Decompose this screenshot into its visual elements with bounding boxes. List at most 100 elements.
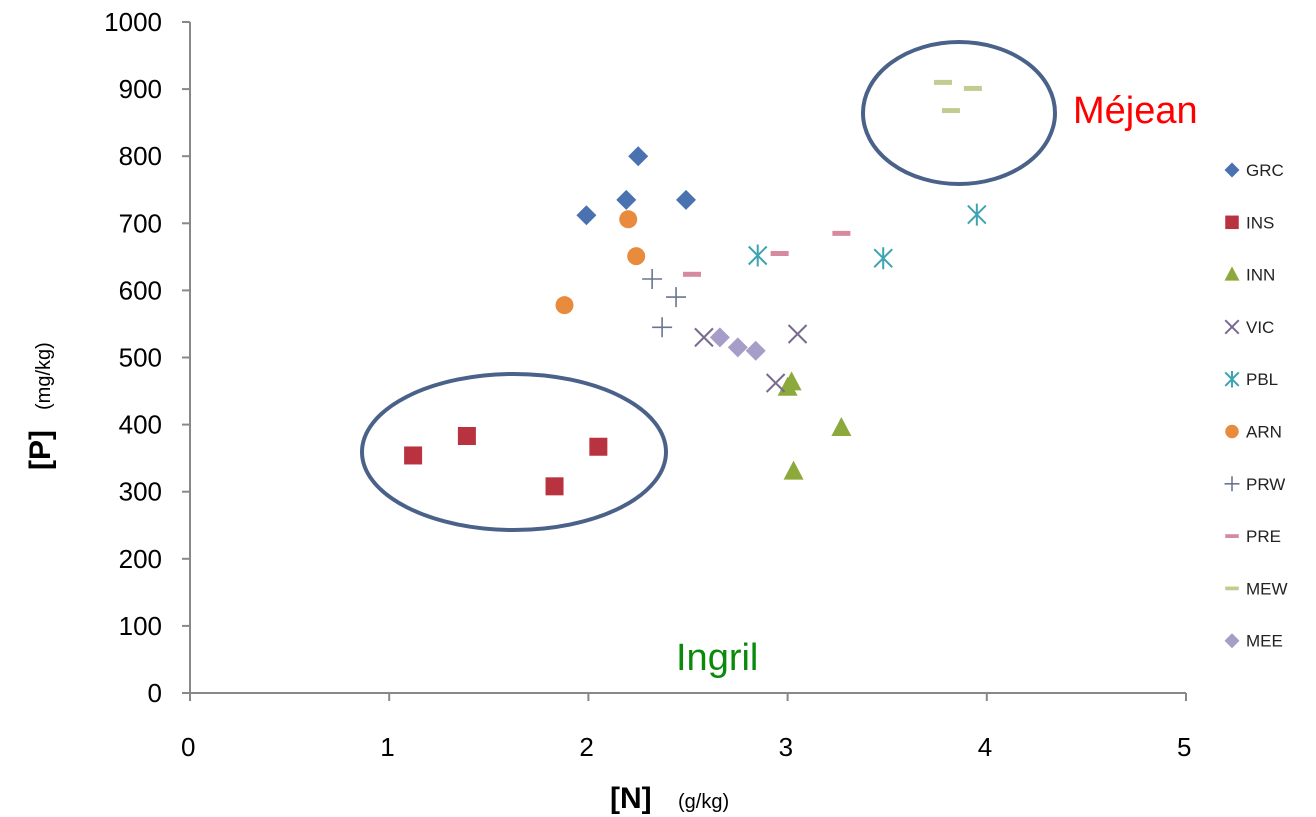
data-point-ins xyxy=(457,427,476,446)
legend-marker-arn xyxy=(1225,424,1239,439)
ingril-annotation: Ingril xyxy=(676,637,758,679)
y-tick-label: 600 xyxy=(119,275,162,305)
legend-label: MEW xyxy=(1246,579,1288,598)
data-point-ins xyxy=(545,477,564,496)
data-point-mee xyxy=(709,327,730,348)
series-prw xyxy=(642,268,687,338)
y-tick-label: 400 xyxy=(119,410,162,440)
legend-item-ins: INS xyxy=(1225,213,1274,232)
data-point-prw xyxy=(666,287,687,308)
legend-label: MEE xyxy=(1246,632,1283,651)
series-mee xyxy=(709,327,766,361)
data-point-pbl xyxy=(967,203,987,226)
legend-label: INS xyxy=(1246,213,1274,232)
legend-item-mee: MEE xyxy=(1224,632,1283,651)
legend-marker-grc xyxy=(1224,162,1240,178)
data-point-vic xyxy=(694,327,714,348)
legend-item-pre: PRE xyxy=(1225,527,1281,546)
data-point-mew xyxy=(941,108,960,114)
legend-label: PRE xyxy=(1246,527,1281,546)
data-point-pre xyxy=(770,250,789,256)
series-ins xyxy=(404,427,608,496)
y-axis-label-main: [P] xyxy=(24,430,57,470)
data-point-vic xyxy=(765,373,786,393)
legend-label: ARN xyxy=(1246,423,1282,442)
legend-marker-pbl xyxy=(1224,370,1240,388)
legend: GRC INS INN VIC PBL ARN PRW PRE MEW MEE xyxy=(1224,161,1288,651)
data-point-prw xyxy=(652,317,673,338)
series-mew xyxy=(933,79,982,114)
y-tick-label: 300 xyxy=(119,477,162,507)
x-tick-label: 0 xyxy=(181,732,195,762)
data-point-pbl xyxy=(873,247,893,270)
data-point-prw xyxy=(642,268,663,289)
x-axis-label-main: [N] xyxy=(610,782,652,815)
mejean-ellipse xyxy=(861,40,1057,186)
y-tick-label: 200 xyxy=(119,544,162,574)
legend-marker-pre xyxy=(1225,534,1239,538)
x-tick-labels: 0 1 2 3 4 5 xyxy=(181,732,1191,762)
ingril-ellipse xyxy=(360,372,668,532)
data-point-ins xyxy=(404,446,423,465)
legend-item-prw: PRW xyxy=(1224,475,1285,494)
highlight-ellipses xyxy=(360,40,1057,532)
data-point-arn xyxy=(627,247,646,266)
data-marks xyxy=(404,79,987,496)
mejean-annotation: Méjean xyxy=(1073,90,1198,132)
x-tick-label: 5 xyxy=(1177,732,1191,762)
y-tick-label: 1000 xyxy=(104,7,162,37)
data-point-grc xyxy=(676,189,697,210)
y-tick-label: 900 xyxy=(119,74,162,104)
series-grc xyxy=(576,146,697,226)
y-tick-label: 0 xyxy=(148,678,162,708)
legend-label: PRW xyxy=(1246,475,1285,494)
y-tick-label: 700 xyxy=(119,208,162,238)
data-point-grc xyxy=(616,189,637,210)
data-point-arn xyxy=(555,296,574,315)
legend-item-arn: ARN xyxy=(1225,423,1282,442)
data-point-inn xyxy=(781,371,802,391)
data-point-pre xyxy=(832,230,851,236)
legend-label: VIC xyxy=(1246,318,1274,337)
x-tick-label: 2 xyxy=(579,732,593,762)
data-point-ins xyxy=(589,437,608,456)
y-tick-labels: 0 100 200 300 400 500 600 700 800 900 1000 xyxy=(104,7,162,708)
x-tick-label: 3 xyxy=(779,732,793,762)
data-point-mee xyxy=(727,337,748,358)
series-pbl xyxy=(748,203,987,270)
legend-item-mew: MEW xyxy=(1225,579,1288,598)
data-point-arn xyxy=(619,210,638,229)
series-pre xyxy=(682,230,851,277)
data-point-mee xyxy=(745,340,766,361)
y-tick-label: 500 xyxy=(119,343,162,373)
x-tick-label: 4 xyxy=(978,732,992,762)
data-point-pre xyxy=(682,271,701,277)
data-point-mew xyxy=(933,79,952,85)
data-point-grc xyxy=(576,205,597,226)
series-vic xyxy=(694,324,808,393)
data-point-vic xyxy=(787,324,808,344)
data-point-inn xyxy=(831,416,852,436)
x-tick-label: 1 xyxy=(380,732,394,762)
x-axis-label-unit: (g/kg) xyxy=(678,791,729,813)
legend-marker-mew xyxy=(1225,586,1239,591)
data-point-pbl xyxy=(748,244,768,267)
data-point-inn xyxy=(783,460,804,480)
legend-item-vic: VIC xyxy=(1224,318,1274,337)
y-tick-label: 800 xyxy=(119,141,162,171)
legend-item-grc: GRC xyxy=(1224,161,1284,180)
legend-item-inn: INN xyxy=(1224,266,1275,285)
legend-label: PBL xyxy=(1246,370,1278,389)
y-tick-label: 100 xyxy=(119,611,162,641)
y-axis-label-unit: (mg/kg) xyxy=(33,342,55,410)
data-point-mew xyxy=(963,85,982,91)
legend-marker-inn xyxy=(1224,266,1240,281)
legend-marker-prw xyxy=(1224,476,1240,492)
series-inn xyxy=(777,371,852,480)
data-point-grc xyxy=(628,146,649,167)
legend-marker-mee xyxy=(1224,633,1240,649)
series-arn xyxy=(555,210,646,315)
axes xyxy=(182,21,1187,701)
legend-label: GRC xyxy=(1246,161,1284,180)
